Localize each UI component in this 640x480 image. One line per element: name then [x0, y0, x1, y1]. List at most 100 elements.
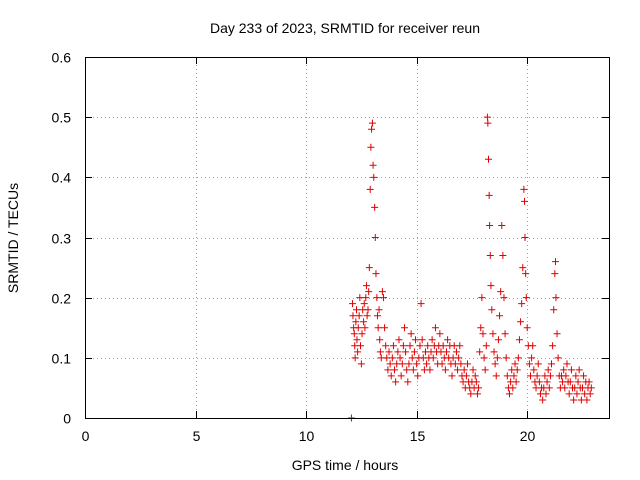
y-tick-label: 0.5 [52, 110, 72, 126]
data-point [409, 366, 417, 374]
y-tick-label: 0.3 [52, 231, 72, 247]
data-point [510, 372, 518, 380]
data-point [515, 336, 523, 344]
data-point [550, 306, 558, 314]
chart-title: Day 233 of 2023, SRMTID for receiver reu… [210, 20, 480, 36]
data-point [535, 378, 543, 386]
data-point [489, 330, 497, 338]
data-point [502, 354, 510, 362]
x-tick-label: 0 [82, 428, 90, 444]
data-point [363, 312, 371, 320]
data-point [551, 270, 559, 278]
y-tick-label: 0.4 [52, 170, 72, 186]
x-tick-label: 15 [410, 428, 426, 444]
data-point [493, 354, 501, 362]
data-point [485, 155, 493, 163]
data-point [482, 342, 490, 350]
data-point [412, 336, 420, 344]
x-tick-label: 20 [520, 428, 536, 444]
data-point [408, 354, 416, 362]
data-point [533, 372, 541, 380]
data-point [403, 366, 411, 374]
data-point [439, 342, 447, 350]
data-point [497, 288, 505, 296]
data-point [356, 342, 364, 350]
data-point [354, 324, 362, 332]
data-point [399, 342, 407, 350]
data-point [414, 372, 422, 380]
data-point [455, 354, 463, 362]
data-point [372, 270, 380, 278]
data-point [431, 324, 439, 332]
data-point [529, 342, 537, 350]
data-point [410, 348, 418, 356]
data-point [509, 384, 517, 392]
data-point [369, 161, 377, 169]
data-point [365, 264, 373, 272]
data-point [583, 396, 591, 404]
data-point [364, 306, 372, 314]
data-point [438, 360, 446, 368]
data-point [418, 336, 426, 344]
data-point [361, 324, 369, 332]
data-point [454, 366, 462, 374]
data-point [503, 372, 511, 380]
data-point [498, 221, 506, 229]
data-point [371, 203, 379, 211]
axis-ticks: 0 0.1 0.2 0.3 0.4 0.5 0.6 0 5 10 15 20 [52, 50, 609, 444]
data-point [356, 294, 364, 302]
data-point [471, 372, 479, 380]
data-point [428, 336, 436, 344]
data-point [394, 348, 402, 356]
data-point [379, 294, 387, 302]
data-point [396, 354, 404, 362]
data-point [457, 360, 465, 368]
data-point [517, 318, 525, 326]
data-point [349, 300, 357, 308]
data-point [570, 396, 578, 404]
data-point [357, 360, 365, 368]
data-point [545, 384, 553, 392]
data-point [366, 185, 374, 193]
data-point [566, 378, 574, 386]
data-point [514, 354, 522, 362]
data-point [463, 360, 471, 368]
data-point [476, 348, 484, 356]
data-point [406, 342, 414, 350]
data-point [367, 143, 375, 151]
data-point [387, 372, 395, 380]
data-point [462, 372, 470, 380]
data-point [572, 372, 580, 380]
data-point [386, 360, 394, 368]
data-point [360, 318, 368, 326]
data-point [530, 366, 538, 374]
data-point [491, 360, 499, 368]
data-point [472, 378, 480, 386]
y-tick-label: 0.1 [52, 351, 72, 367]
data-point [496, 312, 504, 320]
data-point [404, 378, 412, 386]
data-point [424, 342, 432, 350]
data-point [580, 372, 588, 380]
data-point [417, 300, 425, 308]
data-point [522, 270, 530, 278]
data-point [460, 366, 468, 374]
data-point [527, 372, 535, 380]
data-point [521, 197, 529, 205]
data-point [521, 234, 529, 241]
data-point [429, 354, 437, 362]
data-point [374, 324, 382, 332]
data-point [552, 294, 560, 302]
data-point [350, 330, 358, 338]
data-point [506, 390, 514, 398]
data-point [375, 306, 383, 314]
data-point [544, 366, 552, 374]
data-point [486, 252, 494, 260]
data-point [512, 378, 520, 386]
data-point [546, 372, 554, 380]
data-point [477, 324, 485, 332]
data-point [486, 221, 494, 229]
data-point [370, 173, 378, 181]
x-tick-label: 10 [299, 428, 315, 444]
